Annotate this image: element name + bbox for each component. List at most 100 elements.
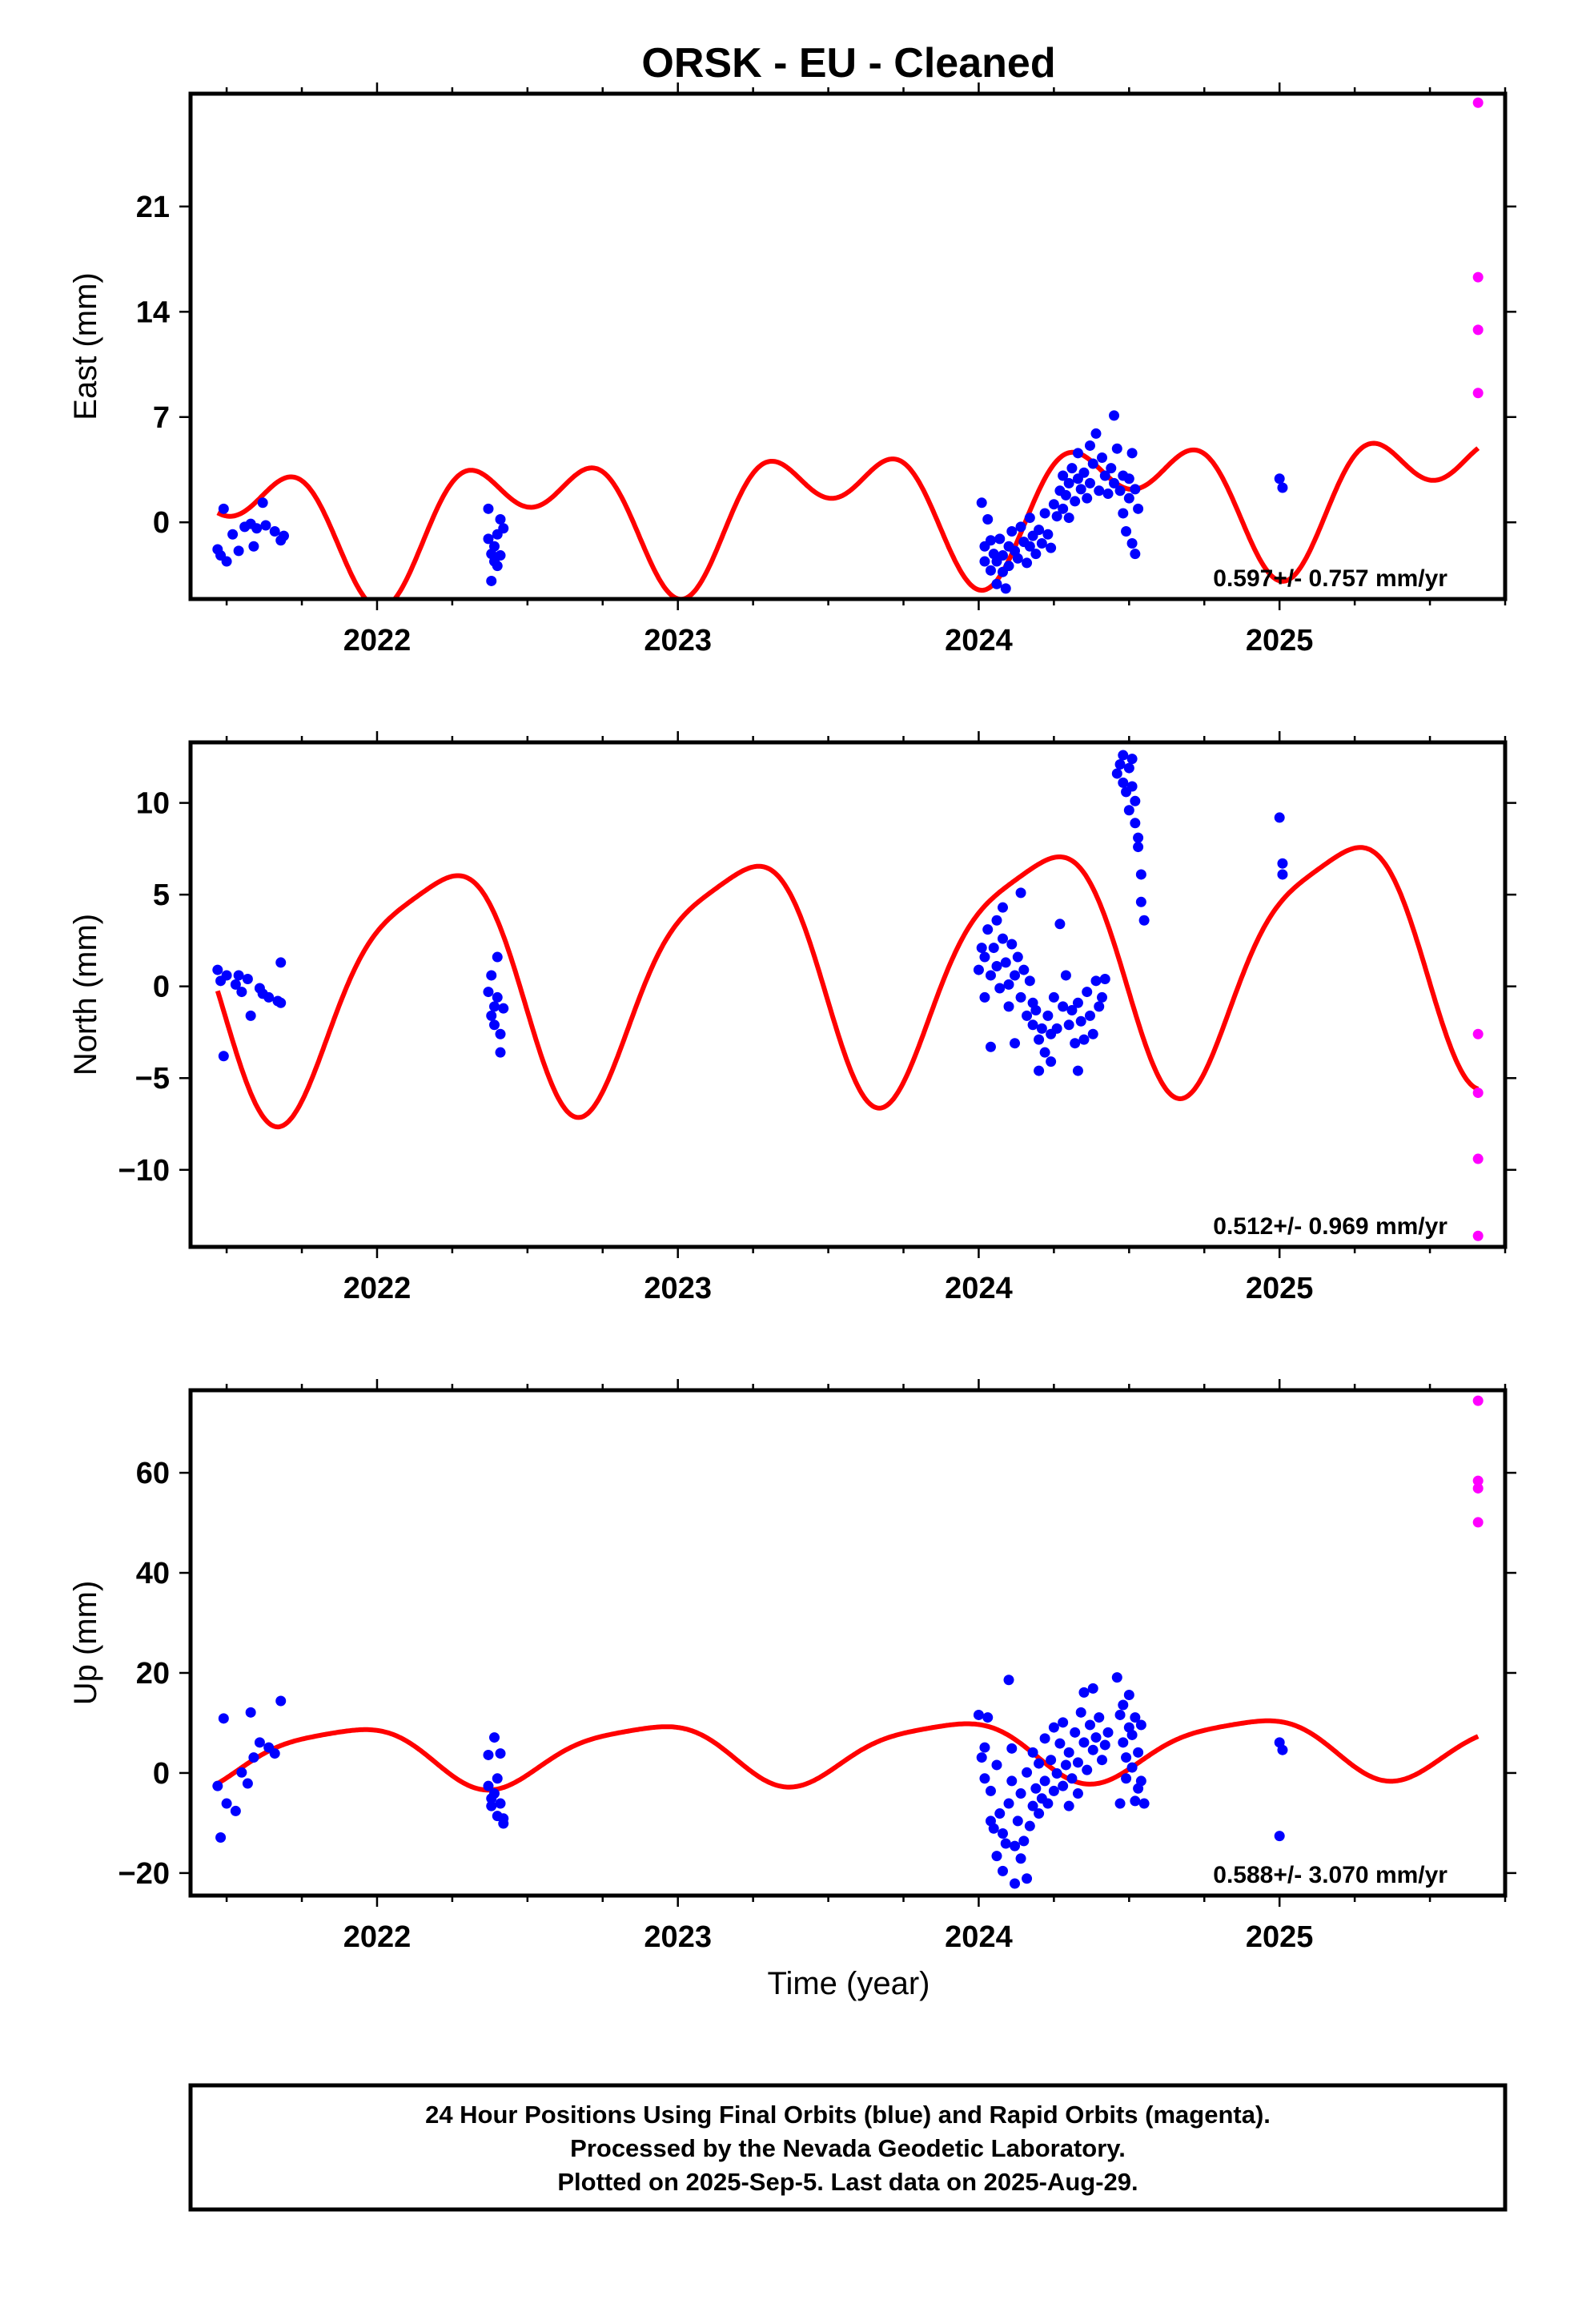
- final-orbit-point: [489, 1001, 500, 1012]
- final-orbit-point: [1066, 1773, 1078, 1784]
- final-orbit-point: [278, 530, 289, 541]
- final-orbit-point: [979, 951, 990, 963]
- final-orbit-point: [1015, 991, 1026, 1003]
- final-orbit-point: [1099, 470, 1110, 481]
- velocity-label-up: 0.588+/- 3.070 mm/yr: [1213, 1862, 1447, 1888]
- final-orbit-point: [1006, 1743, 1018, 1754]
- final-orbit-point: [1063, 1019, 1074, 1031]
- final-orbit-point: [1121, 1773, 1132, 1784]
- plot-frame-north: [188, 740, 1508, 1249]
- final-orbit-point: [1126, 538, 1138, 549]
- final-orbit-point: [1123, 1689, 1134, 1700]
- final-orbit-point: [1099, 974, 1110, 985]
- y-tick-label: 14: [136, 296, 170, 329]
- final-orbit-point: [483, 1780, 494, 1791]
- final-orbit-point: [221, 556, 232, 567]
- final-orbit-point: [260, 520, 271, 531]
- final-orbit-point: [1046, 1755, 1057, 1766]
- final-orbit-point: [215, 1832, 227, 1844]
- final-orbit-point: [275, 957, 287, 968]
- final-orbit-point: [1027, 1747, 1038, 1758]
- final-orbit-point: [1027, 1800, 1038, 1811]
- final-orbit-point: [1097, 991, 1108, 1003]
- final-orbit-point: [233, 970, 244, 981]
- fit-curve-north: [215, 845, 1480, 1130]
- final-orbit-point: [1123, 493, 1134, 504]
- final-orbit-point: [1118, 777, 1129, 788]
- final-orbit-point: [1102, 489, 1114, 500]
- final-orbit-point: [988, 943, 999, 954]
- final-orbit-point: [1072, 1788, 1083, 1799]
- final-orbit-point: [1130, 818, 1141, 829]
- final-orbit-point: [1022, 1873, 1033, 1884]
- final-orbit-point: [495, 513, 506, 525]
- x-tick-label: 2023: [644, 624, 712, 657]
- final-orbit-point: [248, 1752, 259, 1763]
- y-tick-label: 60: [136, 1457, 170, 1490]
- final-orbit-point: [1109, 410, 1120, 421]
- final-orbit-point: [245, 1707, 256, 1718]
- final-orbit-series-north: [212, 750, 1288, 1076]
- final-orbit-point: [483, 503, 494, 514]
- final-orbit-point: [257, 497, 268, 509]
- final-orbit-point: [1078, 1737, 1090, 1748]
- final-orbit-point: [982, 1712, 994, 1723]
- plot-frame-east: [188, 91, 1508, 601]
- final-orbit-point: [1087, 1744, 1098, 1755]
- final-orbit-point: [1022, 1010, 1033, 1021]
- final-orbit-point: [998, 550, 1009, 561]
- final-orbit-point: [1082, 987, 1093, 998]
- final-orbit-point: [495, 1028, 506, 1039]
- final-orbit-point: [1046, 542, 1057, 553]
- final-orbit-point: [1075, 484, 1086, 495]
- panel-east: 2022 2023 2024 2025 0 7 14 21 East (mm) 0.597+/- …: [68, 82, 1516, 657]
- final-orbit-point: [1123, 805, 1134, 816]
- final-orbit-point: [1106, 463, 1117, 474]
- final-orbit-point: [998, 902, 1009, 913]
- final-orbit-point: [1114, 758, 1126, 770]
- footer-line-1: 24 Hour Positions Using Final Orbits (bl…: [425, 2101, 1271, 2129]
- final-orbit-point: [269, 525, 280, 537]
- final-orbit-point: [495, 550, 506, 561]
- final-orbit-point: [1082, 493, 1093, 504]
- final-orbit-point: [994, 1808, 1006, 1819]
- final-orbit-point: [1277, 1744, 1288, 1755]
- final-orbit-point: [1058, 503, 1069, 514]
- final-orbit-point: [492, 991, 503, 1003]
- y-tick-label: 0: [153, 971, 170, 1004]
- final-orbit-point: [1135, 1719, 1146, 1731]
- final-orbit-point: [1042, 1798, 1054, 1809]
- final-orbit-point: [1084, 1010, 1095, 1021]
- final-orbit-point: [1099, 1739, 1110, 1751]
- final-orbit-point: [1084, 477, 1095, 489]
- final-orbit-point: [1060, 489, 1071, 501]
- y-tick-label: 7: [153, 401, 170, 435]
- y-tick-label: 0: [153, 1757, 170, 1791]
- final-orbit-point: [1058, 1717, 1069, 1728]
- final-orbit-point: [1084, 1719, 1095, 1731]
- rapid-orbit-point: [1472, 388, 1484, 399]
- y-tick-label: 21: [136, 191, 170, 224]
- final-orbit-point: [985, 565, 996, 576]
- final-orbit-point: [1030, 1004, 1042, 1015]
- rapid-orbit-series-east: [1472, 97, 1484, 399]
- final-orbit-point: [1051, 1768, 1062, 1779]
- final-orbit-point: [991, 915, 1002, 926]
- final-orbit-point: [1121, 1752, 1132, 1763]
- final-orbit-point: [1102, 1727, 1114, 1738]
- final-orbit-point: [1066, 463, 1078, 474]
- final-orbit-point: [1118, 1737, 1129, 1748]
- y-axis-label-north: North (mm): [68, 914, 103, 1076]
- final-orbit-point: [1070, 1727, 1081, 1738]
- x-tick-label: 2024: [945, 1920, 1013, 1954]
- rapid-orbit-point: [1472, 1088, 1484, 1099]
- final-orbit-point: [1048, 991, 1059, 1003]
- final-orbit-point: [982, 924, 994, 935]
- final-orbit-point: [1018, 1835, 1030, 1847]
- final-orbit-point: [994, 983, 1006, 994]
- y-tick-label: 10: [136, 787, 170, 821]
- final-orbit-point: [1060, 970, 1071, 981]
- final-orbit-point: [1078, 1687, 1090, 1698]
- final-orbit-point: [1063, 477, 1074, 489]
